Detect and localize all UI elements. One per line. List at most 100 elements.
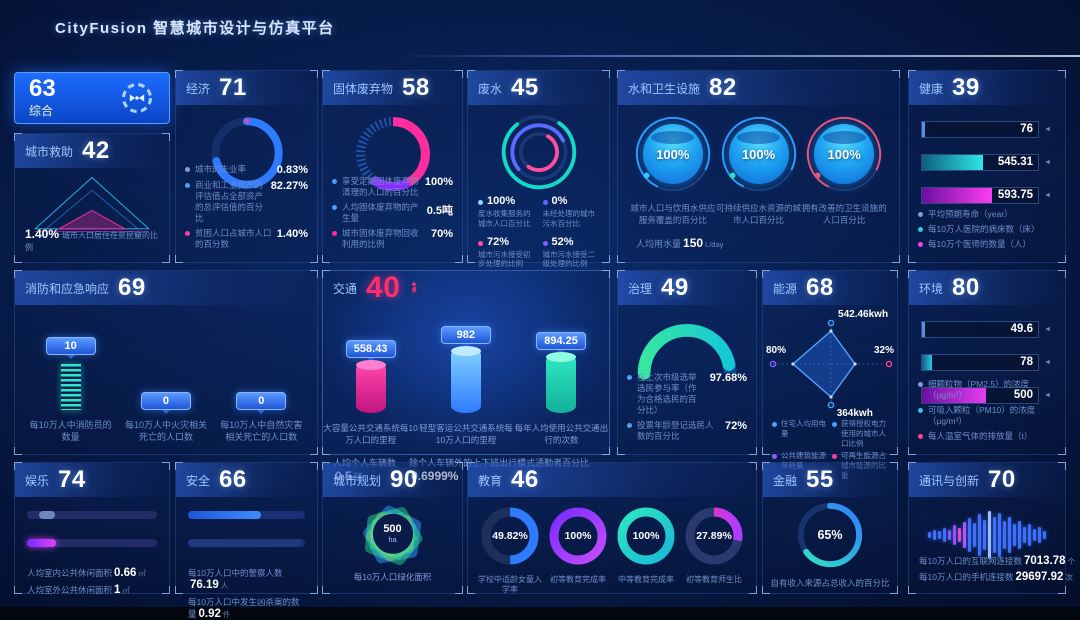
wave-bar: [1008, 517, 1011, 553]
recreation-header: 娱乐 74: [15, 463, 169, 497]
recreation-sliders: [15, 497, 169, 547]
wave-bar: [1028, 524, 1031, 546]
bar: 78 ◄: [921, 354, 1051, 371]
safety-bars: [176, 497, 317, 547]
wave-bar: [1018, 521, 1021, 549]
bar: 593.75 ◄: [921, 187, 1051, 204]
slider-handle[interactable]: [38, 511, 55, 519]
legend-dot: [627, 374, 632, 380]
donut-label: 学校中适龄女童入学率: [478, 575, 542, 595]
composite-score: 63: [29, 75, 56, 102]
legend-dot: [918, 407, 923, 413]
city-aid-stat: 1.40% 城市人口居住在贫民窟的比例: [25, 227, 161, 253]
legend-dot: [918, 211, 923, 217]
corner-decoration: [749, 447, 757, 455]
panel-governance[interactable]: 治理 49 在上次市级选举选民参与率（作为合格选民的百分比） 97.68% 投票年…: [617, 270, 757, 455]
wave-bar: [1043, 531, 1046, 539]
panel-environment[interactable]: 环境 80 49.6 ◄ 78 ◄ 500 ◄ 细颗粒物（PM2.5）的浓度（μg/m…: [908, 270, 1066, 455]
bar: 76 ◄: [921, 121, 1051, 138]
wave-bar: [998, 513, 1001, 557]
stat-value: 1: [114, 584, 121, 596]
legend-label: 投票年龄登记选民人数的百分比: [637, 419, 714, 441]
axis-label-bottom: 364kwh: [836, 408, 873, 419]
legend-dot: [918, 226, 923, 232]
panel-economy[interactable]: 经济 71 城市的失业率 0.83% 商业和工业资产的评估值占全部资产的总评估值的…: [175, 70, 318, 263]
panel-recreation[interactable]: 娱乐 74 人均室内公共休闲面积 0.66 ㎡ 人均室外公共休闲面积 1 ㎡: [14, 462, 170, 596]
corner-decoration: [908, 586, 916, 594]
stat-label: 人均室外公共休闲面积: [27, 585, 113, 595]
stat-value: 150: [683, 236, 704, 250]
panel-title: 固体废弃物: [333, 81, 394, 96]
bar-track: [188, 539, 305, 547]
legend-row: 每人温室气体的排放量（t）: [909, 431, 1065, 442]
bar-label: 轻型客运公共交通系统每10万人口的里程: [419, 423, 513, 445]
panel-transport[interactable]: 交通 40 558.43 982 894.25 大容量公共交通系统每10万人口的…: [322, 270, 610, 483]
legend-dot: [542, 200, 548, 205]
legend-row: 城市的失业率 0.83%: [176, 164, 317, 176]
wave-bar: [928, 532, 931, 538]
panel-health[interactable]: 健康 39 76 ◄ 545.31 ◄ 593.75 ◄ 平均预期寿命（year） 每…: [908, 70, 1066, 263]
panel-title: 废水: [478, 81, 503, 96]
panel-finance[interactable]: 金融 55 65% 自有收入来源占总收入的百分比: [762, 462, 898, 594]
legend-label: 在上次市级选举选民参与率（作为合格选民的百分比）: [637, 371, 697, 415]
arrow-icon: ◄: [1044, 126, 1051, 133]
bar-value: 545.31: [997, 156, 1033, 168]
panel-wastewater[interactable]: 废水 45 100% 废水收集服务的城市人口百分比 0% 未经处理的城市污水百分比 …: [467, 70, 610, 268]
bar: 545.31 ◄: [921, 154, 1051, 171]
panel-energy[interactable]: 能源 68 542.46kwh 80% 32% 364kwh 住宅人均用电量 获…: [762, 270, 898, 480]
gauge-ring: [721, 116, 796, 192]
app-title: CityFusion 智慧城市设计与仿真平台: [55, 20, 335, 37]
stat-value: 29697.92: [1015, 571, 1064, 583]
water-gauges: 100% 城市人口与饮用水供应服务覆盖的百分比 100% 可持续供应水资源的城市…: [618, 105, 899, 227]
wave-bar: [1023, 527, 1026, 543]
liquid-fill: [728, 124, 789, 184]
panel-education[interactable]: 教育 46 49.82% 学校中适龄女童入学率 1: [467, 462, 757, 594]
gauge-ring: [635, 116, 710, 192]
slider-fill[interactable]: [27, 539, 56, 547]
slider-track[interactable]: [27, 539, 157, 547]
water-gauge-item: 100% 可持续供应水资源的城市人口百分比: [716, 115, 802, 227]
panel-telecom[interactable]: 通讯与创新 70 每10万人口的互联网连接数 7013.78 个 每10万人口的手机…: [908, 462, 1075, 594]
stat-value: 76.19: [190, 579, 219, 591]
legend-label: 人均固体废弃物的产生量: [342, 201, 419, 223]
legend-dot: [918, 433, 923, 439]
stat-label: 每10万人口的互联网连接数: [919, 556, 1022, 566]
panel-safety[interactable]: 安全 66 每10万人口中的警察人数76.19 人 每10万人口中发生凶杀案的数量…: [175, 462, 318, 620]
arrow-icon: ◄: [1044, 159, 1051, 166]
bar-value: 49.6: [1010, 323, 1033, 335]
panel-title: 城市救助: [25, 144, 74, 159]
legend-label: 未经处理的城市污水百分比: [542, 209, 596, 228]
water-gauge-item: 100% 拥有改善的卫生设施的人口百分比: [801, 115, 887, 227]
legend-dot: [185, 182, 190, 188]
solid-waste-gauge: [355, 117, 430, 191]
legend-row: 商业和工业资产的评估值占全部资产的总评估值的百分比 82.27%: [176, 180, 317, 224]
legend-cell: 72% 城市污水接受初步处理的比例: [478, 236, 535, 270]
slider-track[interactable]: [27, 511, 157, 519]
health-legend: 平均预期寿命（year） 每10万人医院的病床数（床） 每10万个医师的数量（人…: [909, 209, 1065, 254]
environment-bars: 49.6 ◄ 78 ◄ 500 ◄: [909, 305, 1065, 404]
panel-title: 消防和应急响应: [25, 281, 110, 296]
donut-value: 100%: [564, 530, 592, 542]
panel-fire-emergency[interactable]: 消防和应急响应 69 10 每10万人中消防员的数量 0 每10万人中火灾相关死…: [14, 270, 318, 455]
legend-dot: [627, 422, 632, 428]
value-badge: 0: [236, 392, 287, 414]
panel-score: 68: [806, 274, 834, 301]
panel-composite[interactable]: 63 综合: [14, 72, 170, 124]
donut-chart: 100%: [615, 505, 677, 567]
bar-label: 大容量公共交通系统每10万人口的里程: [323, 423, 418, 445]
water-footer-stat: 人均用水量 150 L/day: [636, 236, 723, 250]
environment-legend: 细颗粒物（PM2.5）的浓度（μg/m³） 可吸入颗粒（PM10）的浓度（μg/…: [909, 379, 1065, 446]
stat-line: 人均室外公共休闲面积 1 ㎡: [15, 584, 169, 596]
panel-solid-waste[interactable]: 固体废弃物 58 享受定期固体废弃物清理的人口的百分比 100% 人均固体废弃物的…: [322, 70, 463, 263]
corner-decoration: [310, 447, 318, 455]
transport-header: 交通 40: [323, 271, 609, 305]
arrow-icon: ◄: [1044, 192, 1051, 199]
panel-water-sanitation[interactable]: 水和卫生设施 82 100% 城市人口与饮用水供应服务覆盖的百分比: [617, 70, 900, 263]
legend-label: 可吸入颗粒（PM10）的浓度（μg/m³）: [928, 404, 1036, 426]
panel-urban-planning[interactable]: 城市规划 90 500 ha 每10万人口绿化面积: [322, 462, 463, 594]
panel-city-aid[interactable]: 城市救助 42 1.40% 城市人口居住在贫民窟的比例: [14, 133, 170, 263]
blob-svg: [362, 505, 422, 566]
wave-bar: [933, 530, 936, 540]
legend-value: 0%: [551, 195, 568, 207]
education-donuts: 49.82% 学校中适龄女童入学率 100% 初等教育完成率: [468, 497, 756, 596]
